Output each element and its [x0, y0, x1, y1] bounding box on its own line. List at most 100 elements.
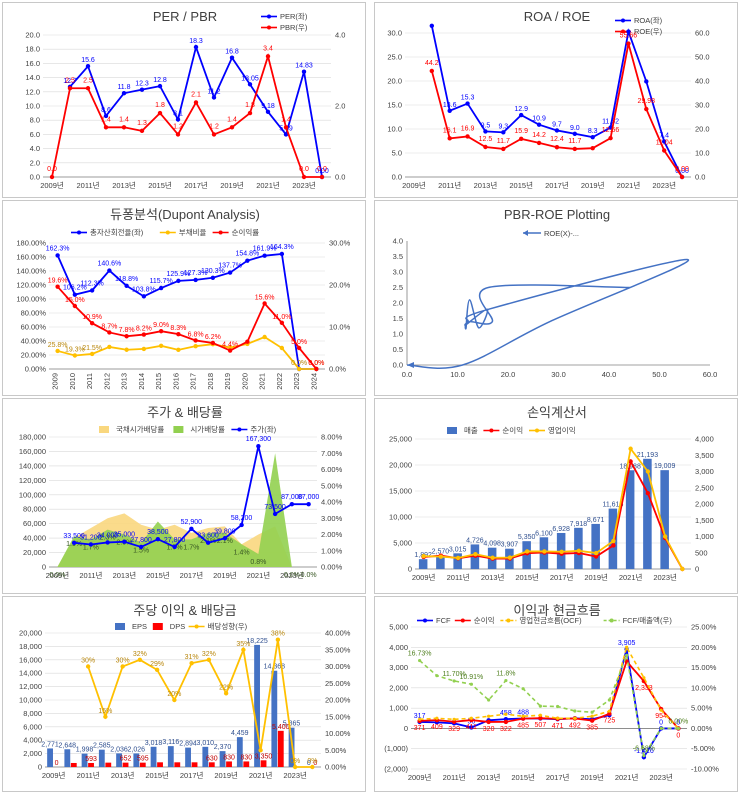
y-tick-right: 5.00% — [325, 746, 347, 755]
data-label-pbr-우: 0.0 — [317, 166, 327, 173]
point-총자산회전율-좌 — [176, 278, 181, 284]
x-tick-label: 2019년 — [584, 572, 608, 582]
y-tick: 2.0 — [393, 299, 403, 308]
x-tick-label: 2017년 — [184, 180, 208, 190]
y-tick-right: 0.0 — [335, 173, 345, 182]
y-tick-left: 16.0 — [25, 59, 40, 68]
point-pbr-우 — [265, 54, 271, 59]
data-label-eps: 1,998 — [76, 747, 94, 754]
data-label-배당성향-우: 30% — [116, 658, 130, 665]
data-label-순이익률: 8.7% — [101, 323, 117, 330]
y-tick-left: 10.0 — [25, 102, 40, 111]
point-총자산회전율-좌 — [210, 275, 216, 280]
data-label-배당성향-우: 22% — [219, 684, 233, 691]
x-tick-label: 2013년 — [112, 180, 136, 190]
cashflow-chart-panel: 이익과 현금흐름 (2,000) (1,000) 0 1,000 2,000 3,000 4,… — [374, 596, 738, 792]
point-순이익 — [593, 554, 599, 559]
point-roa-좌 — [644, 79, 649, 84]
data-label-부채비율: 0.0% — [308, 360, 324, 367]
legend-marker-순이익률 — [218, 230, 223, 235]
y-tick-right: 8.00% — [321, 433, 343, 442]
chart-title: PER / PBR — [153, 9, 217, 24]
point-주가-좌 — [306, 501, 311, 507]
data-label-순이익: 409 — [431, 724, 443, 731]
bar-eps — [81, 753, 88, 767]
line-영업현금흐름-ocf — [419, 645, 679, 729]
data-label-eps: 3,010 — [197, 740, 215, 747]
data-label-순이익률: 4.4% — [222, 342, 238, 349]
data-label-roe-우: 14.2 — [532, 132, 546, 139]
data-label-배당성향-우: 35% — [236, 641, 250, 648]
y-tick-left: 14.0 — [25, 73, 40, 82]
bar-eps — [98, 749, 105, 767]
x-tick-label: 2013년 — [111, 770, 135, 780]
data-label-총자산회전율-좌: 130.3% — [201, 268, 225, 275]
point-순이익률 — [193, 338, 198, 343]
legend-marker-부채비율 — [165, 230, 170, 235]
y-tick-right: 1.00% — [321, 546, 343, 555]
data-label-매출: 3,907 — [501, 542, 519, 549]
data-label-fcf: 488 — [517, 710, 529, 717]
point-순이익 — [611, 543, 616, 548]
data-label-배당성향-우: 0% — [307, 758, 317, 765]
point-roe-우 — [679, 174, 685, 180]
point-fcf-매출액-우 — [556, 704, 560, 709]
data-label-dps: 3,350 — [255, 753, 273, 760]
data-label-배당성향-우: 29% — [150, 661, 164, 668]
point-fcf — [469, 725, 474, 730]
point-roa-좌 — [465, 101, 470, 106]
x-tick-label: 2011년 — [438, 180, 461, 190]
data-label-roe-우: 11.7 — [497, 138, 510, 145]
x-tick: 20.0 — [501, 370, 516, 379]
x-tick-label: 2011년 — [76, 180, 99, 190]
data-label-roa-좌: 0.00 — [675, 168, 689, 175]
dupont-chart-panel: 듀퐁분석(Dupont Analysis) 0.00% 20.00% 40.00% 60… — [2, 200, 366, 396]
point-영업현금흐름-ocf — [659, 708, 663, 712]
point-fcf-매출액-우 — [487, 698, 491, 702]
y-tick-left: 25.0 — [387, 53, 402, 62]
legend-swatch-매출 — [447, 427, 457, 434]
y-tick-left: 100.00% — [16, 295, 46, 304]
data-label-roa-좌: 13.6 — [443, 102, 457, 109]
point-영업이익 — [455, 555, 461, 561]
point-총자산회전율-좌 — [55, 253, 60, 258]
point-roe-우 — [626, 41, 631, 46]
y-tick-left: 20.0 — [387, 77, 402, 86]
point-fcf-매출액-우 — [418, 658, 422, 663]
x-tick-label: 2009 — [51, 373, 60, 390]
legend-marker-fcf — [423, 618, 427, 623]
data-label-매출: 4,098 — [483, 541, 501, 548]
legend-label-dps: DPS — [170, 622, 185, 631]
legend-label-fcf-매출액-우: FCF/매출액(우) — [623, 615, 673, 625]
y-tick-right: 2,000 — [695, 500, 714, 509]
y-tick-right: 15.00% — [691, 663, 717, 672]
x-tick-label: 2015년 — [145, 770, 169, 780]
y-tick: 1.5 — [393, 314, 403, 323]
legend-marker-pbr-우 — [267, 25, 271, 30]
data-label-eps: 2,036 — [110, 746, 128, 753]
bar-dps — [191, 762, 198, 767]
data-label-eps: 0 — [307, 760, 311, 767]
y-tick-right: 15.00% — [325, 712, 351, 721]
data-label-매출: 7,918 — [570, 521, 588, 528]
data-label-시가배당률: 2.1% — [217, 538, 233, 545]
legend-marker-순이익 — [489, 428, 494, 433]
x-tick-label: 2012 — [102, 373, 111, 390]
point-배당성향-우 — [85, 664, 91, 669]
point-roe-우 — [644, 106, 649, 112]
legend-label-fcf: FCF — [436, 616, 451, 625]
point-per-좌 — [265, 109, 271, 115]
y-tick-left: 140,000 — [19, 461, 46, 470]
data-label-순이익: 485 — [517, 723, 529, 730]
legend-label-영업현금흐름-ocf: 영업현금흐름(OCF) — [519, 615, 582, 625]
point-배당성향-우 — [258, 748, 263, 753]
data-label-roa-좌: 7.4 — [659, 132, 669, 139]
y-tick-left: 0 — [38, 763, 42, 772]
x-tick-label: 2018 — [206, 373, 215, 390]
x-tick-label: 2013년 — [477, 772, 501, 782]
y-tick-left: 10.0 — [387, 125, 402, 134]
y-tick-left: 15,000 — [389, 487, 412, 496]
y-tick-left: 0.0 — [392, 173, 402, 182]
y-tick-left: 20,000 — [389, 461, 412, 470]
data-label-순이익률: 10.9% — [82, 314, 102, 321]
